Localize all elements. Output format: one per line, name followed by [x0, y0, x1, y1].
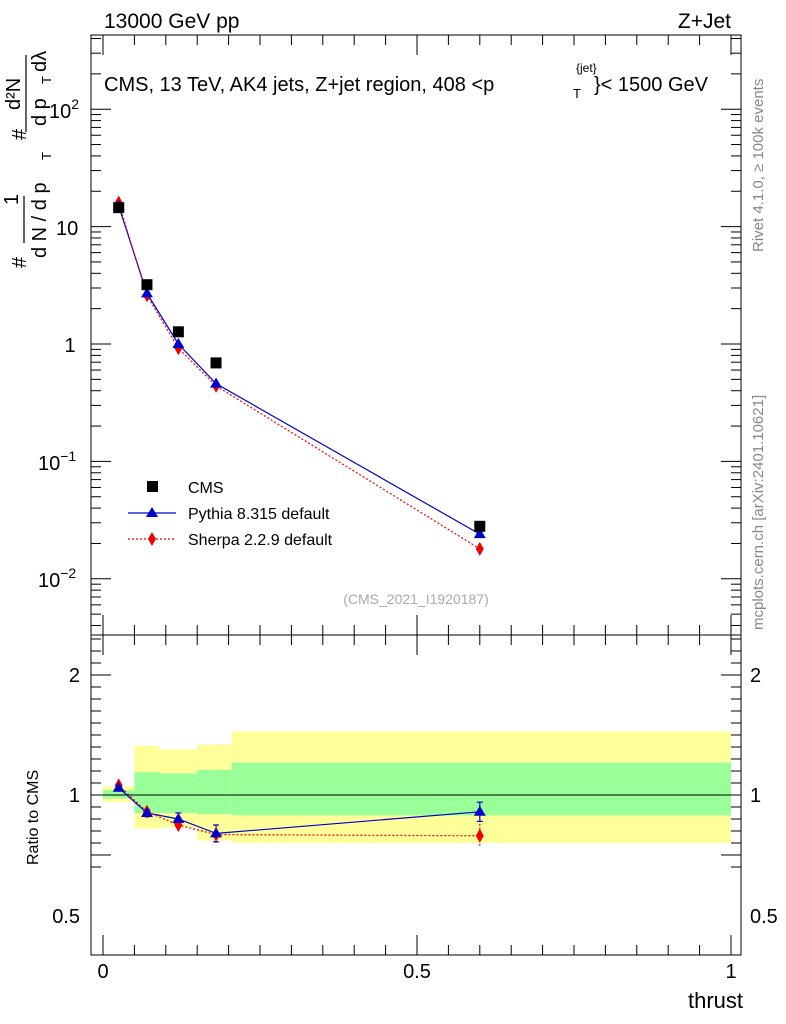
- ratio-ytick-label-2-left: 2: [69, 665, 80, 687]
- ylabel-dn: d N / d p: [29, 182, 51, 258]
- ratio-axis-ticks: [91, 635, 741, 955]
- band-inner-4: [231, 762, 732, 816]
- mcplots-source: mcplots.cern.ch [arXiv:2401.10621]: [750, 395, 767, 630]
- chart-title-sub: T: [573, 86, 581, 101]
- ytick-label-100: 102: [49, 96, 79, 123]
- main-point-data-0: [113, 202, 125, 214]
- ytick-label-1e-2: 10−2: [38, 565, 76, 592]
- ratio-point-pythia-2: [172, 813, 185, 823]
- main-series-points: [112, 195, 486, 556]
- ratio-point-pythia-3: [210, 827, 223, 838]
- band-inner-2: [159, 773, 198, 813]
- xtick-label-1: 1: [725, 961, 736, 983]
- chart-title-end: }< 1500 GeV: [594, 74, 709, 96]
- main-point-pythia-1: [140, 287, 153, 298]
- main-point-pythia-2: [172, 338, 185, 348]
- band-inner-3: [197, 769, 232, 815]
- legend-label-sherpa: Sherpa 2.2.9 default: [188, 532, 333, 549]
- xtick-label-0: 0: [97, 961, 108, 983]
- band-inner-0: [103, 790, 135, 799]
- header-energy: 13000 GeV pp: [104, 10, 239, 33]
- main-y-label: # 1 d N / d p T # d²N d p T dλ: [1, 51, 54, 268]
- rivet-version: Rivet 4.1.0, ≥ 100k events: [750, 79, 767, 252]
- main-ytick-labels: 10−2 10−1 1 10 102: [38, 96, 79, 592]
- ratio-panel: Ratio to CMS 2 1 0.5 2 1 0.5 0 0.5 1 thr…: [25, 634, 778, 1013]
- ytick-label-1e-1: 10−1: [38, 448, 76, 475]
- main-series-lines: [118, 202, 481, 550]
- main-line-sherpa: [118, 202, 481, 550]
- legend-marker-sherpa: [148, 532, 156, 546]
- ratio-ytick-label-1-left: 1: [69, 785, 80, 807]
- ratio-frame: [90, 634, 742, 956]
- ylabel-dn-sub: T: [39, 152, 54, 160]
- ratio-point-pythia-4: [473, 805, 486, 816]
- main-point-pythia-3: [210, 377, 223, 388]
- ylabel-one: 1: [1, 194, 23, 205]
- xtick-label-05: 0.5: [403, 961, 431, 983]
- main-point-sherpa-4: [475, 541, 484, 556]
- ratio-y-label: Ratio to CMS: [25, 770, 42, 865]
- ratio-ytick-label-1-right: 1: [750, 785, 761, 807]
- ratio-ytick-label-2-right: 2: [750, 665, 761, 687]
- main-axis-ticks: [91, 35, 741, 635]
- x-axis-label: thrust: [688, 988, 743, 1013]
- main-panel: CMS, 13 TeV, AK4 jets, Z+jet region, 408…: [1, 34, 742, 636]
- ytick-label-10: 10: [56, 218, 78, 240]
- ylabel-dp: d p: [29, 98, 51, 126]
- ratio-ytick-label-05-left: 0.5: [52, 906, 80, 928]
- ratio-point-pythia-1: [140, 807, 153, 817]
- main-point-data-1: [141, 279, 153, 291]
- ytick-label-1: 1: [64, 335, 75, 357]
- legend-marker-pythia: [146, 507, 158, 517]
- chart-title: CMS, 13 TeV, AK4 jets, Z+jet region, 408…: [104, 74, 494, 96]
- main-point-data-4: [474, 520, 486, 532]
- analysis-watermark: (CMS_2021_I1920187): [343, 591, 489, 607]
- ratio-point-sherpa-4: [475, 828, 484, 843]
- legend-marker-cms: [147, 481, 158, 492]
- header-process: Z+Jet: [678, 10, 731, 33]
- main-point-data-3: [210, 357, 222, 369]
- ylabel-d2n: d²N: [3, 78, 25, 110]
- ylabel-hash2: #: [9, 128, 31, 140]
- ylabel-dlambda: dλ: [29, 51, 51, 72]
- ratio-series-points: [112, 778, 486, 843]
- chart-title-sup: {jet}: [576, 61, 597, 75]
- main-point-data-2: [172, 326, 184, 338]
- ratio-uncertainty-bands: [103, 731, 732, 843]
- legend-label-cms: CMS: [188, 480, 224, 497]
- legend-label-pythia: Pythia 8.315 default: [188, 506, 330, 523]
- ylabel-dp-sub: T: [39, 76, 54, 84]
- ylabel-hash: #: [9, 256, 31, 268]
- ratio-point-pythia-0: [112, 781, 125, 792]
- legend: CMS Pythia 8.315 default Sherpa 2.2.9 de…: [128, 480, 333, 549]
- ratio-ytick-label-05-right: 0.5: [750, 906, 778, 928]
- main-line-pythia: [118, 205, 481, 535]
- main-point-pythia-4: [473, 528, 486, 539]
